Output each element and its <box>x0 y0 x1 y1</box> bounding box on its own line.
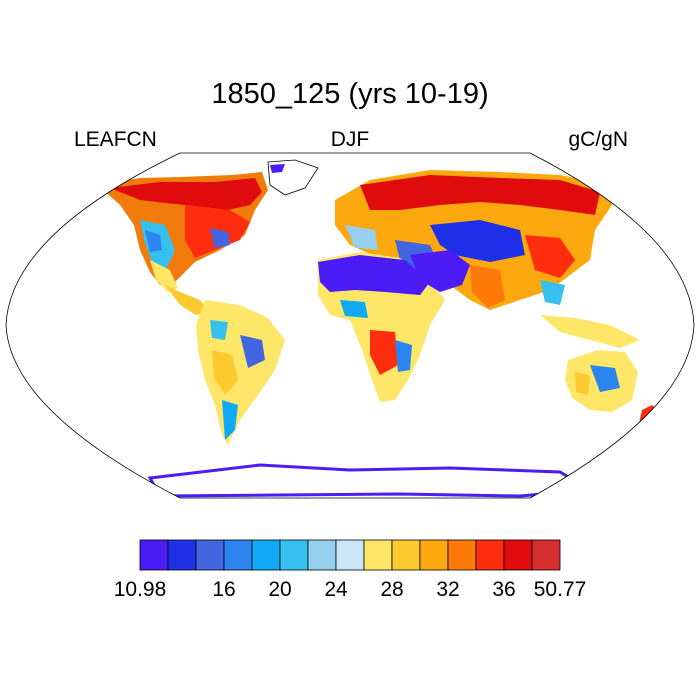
globe-outline <box>5 152 695 499</box>
colorbar-swatch <box>307 539 337 571</box>
map-title: 1850_125 (yrs 10-19) <box>211 78 489 110</box>
colorbar-swatch <box>419 539 449 571</box>
north-america-landmass <box>98 159 319 315</box>
colorbar-swatch <box>251 539 281 571</box>
season-label: DJF <box>330 128 370 151</box>
colorbar-swatch <box>531 539 561 571</box>
colorbar-label: 24 <box>324 578 348 601</box>
eurasia-landmass <box>335 170 612 310</box>
colorbar-swatch <box>139 539 169 571</box>
colorbar-label: 16 <box>212 578 236 601</box>
colorbar-swatch <box>167 539 197 571</box>
colorbar-swatch <box>447 539 477 571</box>
variable-label: LEAFCN <box>74 128 157 151</box>
colorbar-swatch <box>503 539 533 571</box>
africa-landmass <box>318 252 445 402</box>
colorbar-label: 20 <box>268 578 292 601</box>
colorbar-label: 36 <box>492 578 516 601</box>
colorbar-label: 32 <box>436 578 460 601</box>
colorbar-swatch <box>195 539 225 571</box>
australia-landmass <box>565 350 638 412</box>
colorbar-swatch <box>363 539 393 571</box>
arabia-landmass <box>410 250 470 292</box>
colorbar-label: 10.98 <box>113 578 167 601</box>
colorbar-swatch <box>223 539 253 571</box>
colorbar-label: 28 <box>380 578 404 601</box>
units-label: gC/gN <box>568 128 628 151</box>
colorbar-swatch <box>391 539 421 571</box>
colorbar-label: 50.77 <box>533 578 587 601</box>
colorbar-swatch <box>475 539 505 571</box>
south-america-landmass <box>196 300 285 445</box>
colorbar-swatch <box>279 539 309 571</box>
indonesia-landmass <box>540 315 640 348</box>
colorbar-swatch <box>335 539 365 571</box>
